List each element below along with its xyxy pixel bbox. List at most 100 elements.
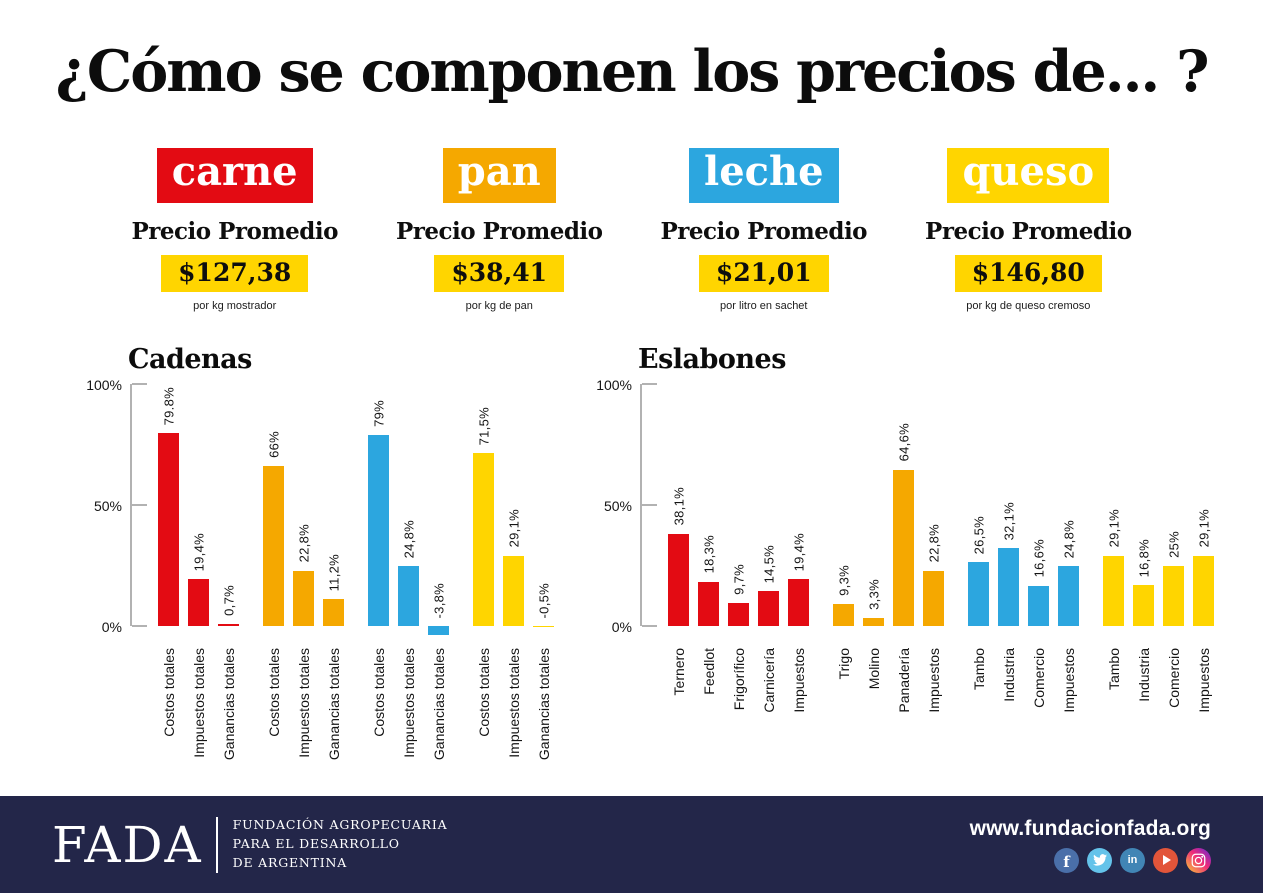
- bar-slot: 24,8% Impuestos totales: [398, 384, 419, 758]
- bar-slot: 0,7% Ganancias totales: [218, 384, 239, 760]
- fada-logo: FADA: [52, 815, 203, 874]
- bar-value-label: 29,1%: [1106, 509, 1121, 548]
- bar-value-label: 9,3%: [836, 564, 851, 596]
- product-badge-queso: queso: [947, 148, 1110, 203]
- bar-carne: [728, 602, 749, 626]
- facebook-icon[interactable]: f: [1054, 847, 1079, 873]
- x-axis-label: Impuestos: [925, 648, 942, 713]
- bar-value-label: 71,5%: [476, 406, 491, 445]
- x-axis-label: Costos totales: [160, 648, 177, 737]
- x-axis-label: Costos totales: [265, 648, 282, 737]
- y-tick-label: 50%: [603, 498, 632, 514]
- bar-queso: [1103, 555, 1124, 626]
- product-badge-carne: carne: [156, 148, 313, 203]
- product-badge-pan: pan: [442, 148, 556, 203]
- bar-slot: 9,3% Trigo: [833, 384, 854, 679]
- bar-pan: [833, 603, 854, 626]
- bar-value-label: 11,2%: [326, 553, 341, 591]
- bar-carne: [188, 579, 209, 626]
- bar-value-label: 19,4%: [191, 532, 206, 572]
- org-name: FUNDACIÓN AGROPECUARIA PARA EL DESARROLLO…: [233, 816, 448, 872]
- y-tick-label: 50%: [93, 498, 122, 514]
- bar-slot: 16,6% Comercio: [1028, 384, 1049, 708]
- bar-carne: [218, 624, 239, 626]
- bar-leche: [428, 626, 449, 636]
- bar-group-pan: 9,3% Trigo 3,3% Molino 64,6% Panadería 22,8% Im…: [833, 384, 944, 713]
- bar-carne: [158, 432, 179, 626]
- bar-slot: 66% Costos totales: [263, 384, 284, 737]
- social-icons-row: f in: [1054, 847, 1211, 873]
- bar-slot: 24,8% Impuestos: [1058, 384, 1079, 713]
- bar-queso: [503, 555, 524, 626]
- bar-leche: [1028, 585, 1049, 626]
- price-value-box: $127,38: [161, 254, 309, 292]
- y-axis: 100% 50% 0%: [596, 377, 640, 635]
- twitter-icon[interactable]: [1087, 847, 1112, 873]
- x-axis-label: Ternero: [670, 648, 687, 696]
- x-axis-label: Ganancias totales: [535, 648, 552, 761]
- product-column: pan Precio Promedio $38,41 por kg de pan: [396, 148, 603, 312]
- bar-value-label: 79%: [371, 399, 386, 427]
- bar-slot: 11,2% Ganancias totales: [323, 384, 344, 760]
- bar-group-queso: 71,5% Costos totales 29,1% Impuestos totale…: [473, 384, 554, 760]
- bar-pan: [323, 598, 344, 626]
- bar-slot: 79% Costos totales: [368, 384, 389, 737]
- y-tick-label: 0%: [101, 619, 122, 635]
- bar-value-label: -3,8%: [431, 582, 446, 618]
- x-axis-label: Impuestos: [1195, 648, 1212, 713]
- bar-slot: 79.8% Costos totales: [158, 384, 179, 737]
- x-axis-label: Ganancias totales: [220, 648, 237, 761]
- bar-leche: [368, 434, 389, 626]
- instagram-icon[interactable]: [1186, 847, 1211, 873]
- product-column: leche Precio Promedio $21,01 por litro e…: [661, 148, 868, 312]
- bar-slot: 3,3% Molino: [863, 384, 884, 689]
- youtube-icon[interactable]: [1153, 847, 1178, 873]
- bar-groups: 79.8% Costos totales 19,4% Impuestos totale…: [132, 384, 554, 760]
- website-link[interactable]: www.fundacionfada.org: [969, 816, 1211, 840]
- bar-queso: [473, 452, 494, 626]
- bar-value-label: 64,6%: [896, 423, 911, 462]
- price-unit-caption: por kg de pan: [465, 299, 533, 312]
- bar-carne: [788, 579, 809, 626]
- y-tick-label: 100%: [596, 377, 632, 393]
- price-value-box: $146,80: [954, 254, 1102, 292]
- bar-pan: [863, 618, 884, 626]
- bar-value-label: 19,4%: [791, 532, 806, 572]
- bar-value-label: 26,5%: [971, 515, 986, 554]
- footer-bar: FADA FUNDACIÓN AGROPECUARIA PARA EL DESAR…: [0, 796, 1263, 893]
- linkedin-glyph: in: [1127, 853, 1138, 866]
- x-axis-label: Frigorífico: [730, 648, 747, 711]
- bar-leche: [968, 561, 989, 626]
- bar-pan: [923, 570, 944, 626]
- x-axis-label: Costos totales: [370, 648, 387, 737]
- price-unit-caption: por kg de queso cremoso: [966, 299, 1091, 312]
- bar-slot: 19,4% Impuestos: [788, 384, 809, 713]
- footer-right-group: www.fundacionfada.org f in: [970, 817, 1211, 873]
- bar-pan: [263, 466, 284, 626]
- bar-pan: [893, 469, 914, 626]
- bar-slot: 18,3% Feedlot: [698, 384, 719, 695]
- bar-group-carne: 79.8% Costos totales 19,4% Impuestos totale…: [158, 384, 239, 760]
- org-name-line: DE ARGENTINA: [232, 854, 348, 870]
- bar-group-pan: 66% Costos totales 22,8% Impuestos totales 1…: [263, 384, 344, 760]
- bar-value-label: 25%: [1166, 530, 1181, 558]
- x-axis-label: Impuestos totales: [400, 648, 417, 758]
- product-column: queso Precio Promedio $146,80 por kg de …: [925, 148, 1132, 312]
- price-value-box: $21,01: [698, 254, 829, 292]
- bar-value-label: 14,5%: [761, 544, 776, 583]
- x-axis-label: Impuestos: [1060, 648, 1077, 713]
- precio-promedio-label: Precio Promedio: [395, 217, 603, 245]
- bar-slot: 25% Comercio: [1163, 384, 1184, 708]
- linkedin-icon[interactable]: in: [1120, 847, 1145, 873]
- price-unit-caption: por kg mostrador: [193, 299, 277, 312]
- x-axis-label: Comercio: [1165, 648, 1182, 708]
- x-axis-label: Tambo: [1105, 648, 1122, 691]
- x-axis-label: Feedlot: [700, 648, 717, 695]
- product-column: carne Precio Promedio $127,38 por kg mos…: [131, 148, 338, 312]
- bar-value-label: 22,8%: [926, 524, 941, 563]
- bar-value-label: 16,6%: [1031, 539, 1046, 578]
- x-axis-label: Tambo: [970, 648, 987, 691]
- x-axis-label: Trigo: [835, 648, 852, 680]
- x-axis-label: Ganancias totales: [430, 648, 447, 761]
